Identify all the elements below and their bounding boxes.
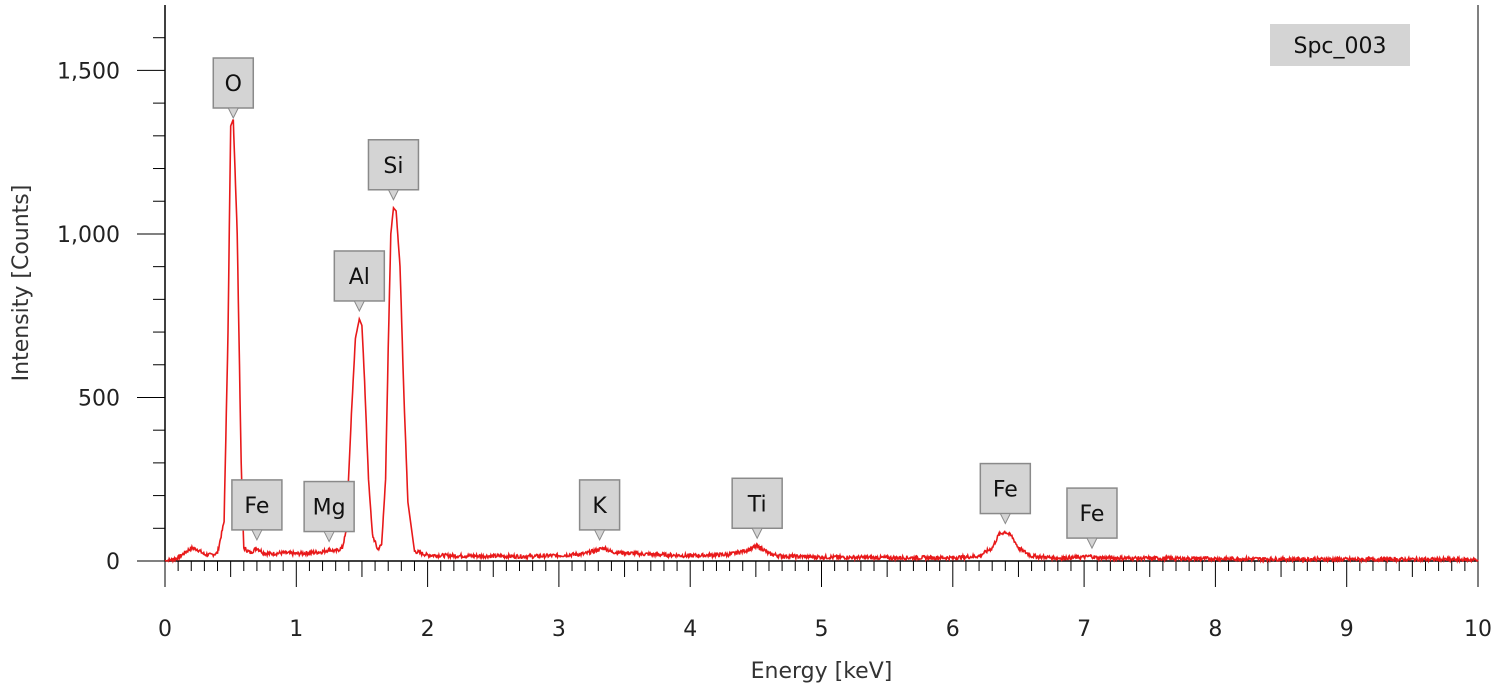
x-axis-title: Energy [keV]	[751, 659, 893, 684]
peak-label-box	[212, 57, 255, 109]
x-tick-label: 4	[683, 617, 697, 642]
peak-label-pointer	[751, 527, 763, 540]
legend: Spc_003	[1270, 24, 1410, 66]
y-tick-label: 0	[106, 550, 120, 575]
y-tick-label: 1,000	[57, 223, 120, 248]
y-tick-label: 1,500	[57, 59, 120, 84]
x-tick-label: 3	[552, 617, 566, 642]
peak-label-box	[333, 250, 386, 302]
peak-label-pointer	[999, 513, 1012, 525]
peak-label-ti: Ti	[731, 477, 783, 540]
x-tick-label: 6	[946, 617, 960, 642]
peak-label-text: Al	[349, 265, 370, 290]
x-tick-label: 10	[1464, 617, 1492, 642]
x-tick-label: 5	[815, 617, 829, 642]
x-tick-label: 1	[289, 617, 303, 642]
peak-label-text: Fe	[244, 494, 269, 519]
peak-label-text: O	[225, 72, 242, 97]
peak-label-pointer	[323, 531, 335, 543]
peak-label-fe: Fe	[231, 479, 283, 542]
peak-label-pointer	[353, 300, 366, 313]
peak-label-text: Fe	[1079, 502, 1104, 527]
peak-label-text: K	[592, 494, 607, 519]
peak-label-pointer	[387, 189, 400, 201]
peak-label-pointer	[227, 107, 240, 120]
x-tick-label: 8	[1208, 617, 1222, 642]
legend-box	[1270, 24, 1410, 66]
peak-label-text: Ti	[747, 492, 767, 517]
x-tick-label: 0	[158, 617, 172, 642]
x-tick-label: 2	[421, 617, 435, 642]
peak-label-text: Si	[383, 154, 403, 179]
peak-label-box	[1066, 487, 1118, 539]
peak-label-fe: Fe	[1066, 487, 1118, 550]
peak-label-al: Al	[333, 250, 386, 313]
x-tick-label: 7	[1077, 617, 1091, 642]
y-axis-title: Intensity [Counts]	[9, 185, 34, 382]
peak-label-box	[731, 477, 783, 530]
legend-text: Spc_003	[1293, 34, 1386, 59]
series-layer	[164, 119, 1479, 565]
y-tick-label: 500	[78, 386, 120, 411]
peak-label-mg: Mg	[303, 480, 355, 543]
peak-label-o: O	[212, 57, 255, 120]
spectrum-series-line	[164, 119, 1479, 565]
x-axis: 0 1 2 3 4 5 6 7 8 9 10	[158, 561, 1492, 642]
peak-label-box	[979, 462, 1032, 515]
peak-label-fe: Fe	[979, 462, 1032, 525]
peak-label-k: K	[578, 479, 621, 542]
peak-label-text: Mg	[313, 496, 346, 521]
peak-labels: O Fe Mg Al Si K Ti Fe Fe	[212, 57, 1118, 550]
peak-label-text: Fe	[993, 478, 1018, 503]
y-axis: 0 500 1,000 1,500	[57, 37, 165, 575]
peak-label-pointer	[1086, 537, 1098, 550]
peak-label-box	[231, 479, 283, 531]
peak-label-pointer	[593, 529, 606, 542]
x-tick-label: 9	[1340, 617, 1354, 642]
peak-label-si: Si	[367, 139, 420, 201]
peak-label-pointer	[251, 529, 263, 542]
